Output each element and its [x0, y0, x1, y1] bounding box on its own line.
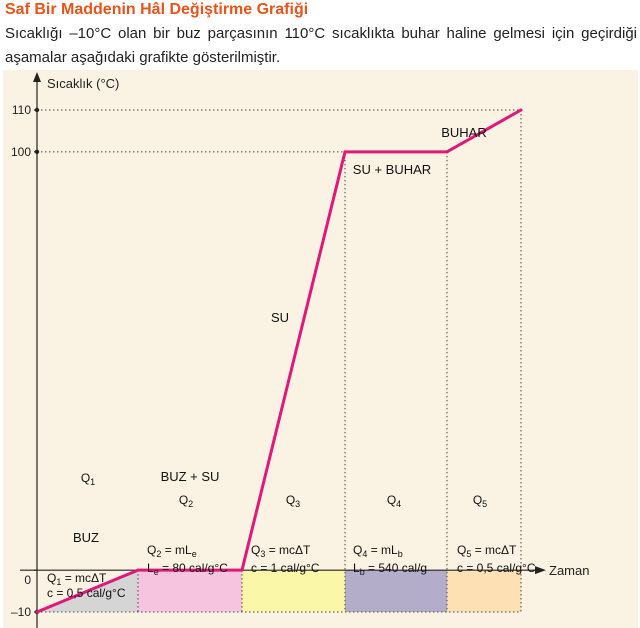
region-q5	[447, 570, 521, 612]
data-point	[136, 568, 140, 572]
region-q-label: Q2	[179, 493, 193, 509]
x-axis-label: Zaman	[549, 563, 589, 578]
y-tick-label: 110	[12, 103, 31, 117]
region-constant: c = 0,5 cal/g°C	[457, 561, 536, 575]
region-formula: Q1 = mcΔT	[47, 571, 107, 587]
region-constant: c = 0,5 cal/g°C	[47, 586, 126, 600]
y-tick-dot	[34, 107, 40, 113]
temperature-line	[36, 108, 522, 614]
x-axis-arrow	[535, 566, 546, 575]
region-q-label: Q4	[387, 493, 401, 509]
data-point	[35, 610, 39, 614]
region-q-label: Q1	[81, 471, 95, 487]
phase-label: BUZ + SU	[161, 469, 220, 484]
data-point	[519, 108, 523, 112]
region-constant: Le = 80 cal/g°C	[147, 561, 228, 577]
y-tick-label: 0	[24, 573, 31, 587]
phase-change-chart: Sıcaklık (°C) Zaman 110 100 0 –10 BUZ BUZ + SU…	[3, 70, 638, 628]
region-formula: Q5 = mcΔT	[457, 543, 517, 559]
y-tick-label: 100	[11, 145, 31, 159]
page-title: Saf Bir Maddenin Hâl Değiştirme Grafiği	[5, 1, 309, 18]
y-axis-label: Sıcaklık (°C)	[47, 76, 119, 91]
y-axis-arrow	[33, 72, 41, 82]
region-q-label: Q3	[286, 493, 300, 509]
phase-label: SU	[271, 310, 289, 325]
region-q2	[138, 570, 242, 612]
chart-background	[3, 70, 638, 628]
y-tick-label: –10	[11, 605, 31, 619]
data-point	[343, 150, 347, 154]
data-point	[240, 568, 244, 572]
phase-label: SU + BUHAR	[353, 162, 431, 177]
region-formula: Q4 = mLb	[353, 543, 403, 559]
y-tick-dot	[34, 149, 40, 155]
region-q4	[345, 570, 447, 612]
region-q3	[242, 570, 345, 612]
region-constant: c = 1 cal/g°C	[251, 561, 320, 575]
region-q-label: Q5	[473, 493, 487, 509]
region-q1	[37, 570, 138, 612]
data-point	[445, 150, 449, 154]
description: Sıcaklığı –10°C olan bir buz parçasının …	[5, 25, 637, 66]
region-formula: Q2 = mLe	[147, 543, 197, 559]
phase-label: BUZ	[73, 530, 99, 545]
region-constant: Lb = 540 cal/g	[353, 561, 427, 577]
phase-label: BUHAR	[441, 125, 487, 140]
region-formula: Q3 = mcΔT	[251, 543, 311, 559]
